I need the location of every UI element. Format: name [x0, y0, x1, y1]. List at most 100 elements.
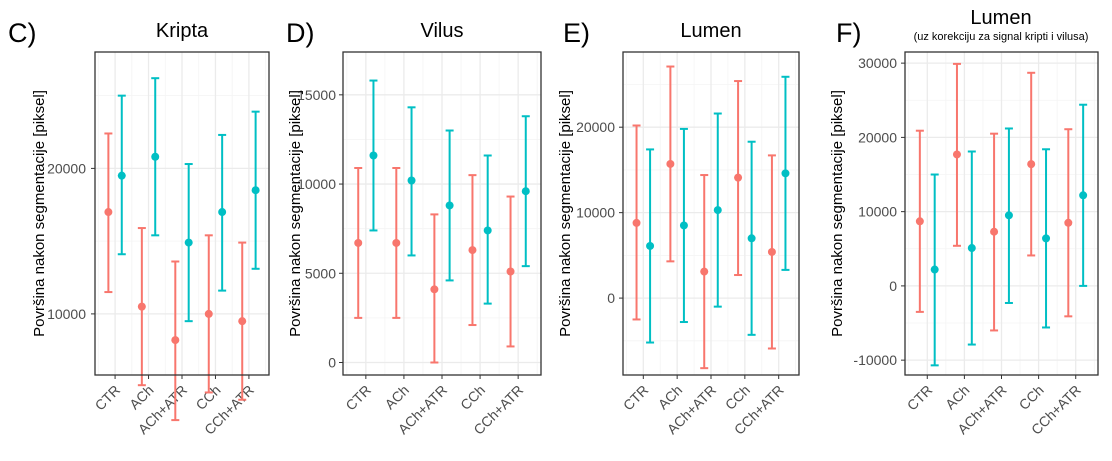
mean-point	[767, 247, 776, 256]
errorbar-series-1-CTR	[354, 166, 363, 319]
mean-point	[104, 208, 113, 217]
mean-point	[1079, 191, 1088, 200]
panel-letter: F)	[836, 18, 861, 48]
y-tick-label: 20000	[858, 129, 897, 145]
mean-point	[218, 208, 227, 217]
x-tick-label: CTR	[904, 382, 936, 414]
y-tick-label: 0	[607, 290, 615, 306]
y-tick-label: 15000	[297, 87, 336, 103]
x-tick-label: CTR	[342, 382, 374, 414]
mean-point	[747, 234, 756, 243]
errorbar-series-1-ACh	[392, 166, 401, 319]
y-tick-label: 10000	[47, 306, 86, 322]
mean-point	[646, 241, 655, 250]
mean-point	[700, 267, 709, 276]
y-tick-label: 0	[328, 355, 336, 371]
y-tick-label: 10000	[858, 204, 897, 220]
errorbar-series-1-CCh	[468, 174, 477, 327]
errorbar-series-1-CCh+ATR	[506, 195, 515, 348]
mean-point	[1042, 234, 1051, 243]
mean-point	[967, 244, 976, 253]
errorbar-series-2-ACh	[967, 150, 976, 346]
plot-border	[342, 51, 542, 376]
mean-point	[1064, 218, 1073, 227]
errorbar-series-2-CCh	[1042, 148, 1051, 329]
panel-letter: E)	[563, 18, 590, 48]
errorbar-series-2-ACh+ATR	[1004, 127, 1013, 304]
mean-point	[204, 309, 213, 318]
y-tick-label: -10000	[853, 352, 897, 368]
mean-point	[238, 317, 247, 326]
errorbar-series-1-CCh+ATR	[1064, 128, 1073, 318]
mean-point	[1027, 160, 1036, 169]
mean-point	[369, 151, 378, 160]
errorbar-series-2-CCh	[747, 140, 756, 336]
panel-letter: D)	[286, 18, 315, 48]
panel-title: Kripta	[156, 20, 209, 42]
errorbar-series-2-CTR	[646, 148, 655, 344]
errorbar-series-1-ACh+ATR	[171, 260, 180, 422]
mean-point	[521, 187, 530, 196]
errorbar-series-1-ACh+ATR	[990, 132, 999, 332]
errorbar-series-1-CTR	[915, 129, 924, 313]
y-tick-label: 30000	[858, 55, 897, 71]
mean-point	[713, 206, 722, 215]
mean-point	[430, 285, 439, 294]
mean-point	[915, 217, 924, 226]
mean-point	[506, 267, 515, 276]
mean-point	[137, 302, 146, 311]
errorbar-series-2-ACh+ATR	[713, 112, 722, 308]
plot-border	[94, 51, 270, 376]
errorbar-series-1-ACh	[666, 65, 675, 263]
errorbar-series-1-CCh	[734, 80, 743, 277]
x-tick-label: CTR	[620, 382, 652, 414]
errorbar-series-2-CCh+ATR	[781, 75, 790, 271]
mean-point	[930, 265, 939, 274]
errorbar-series-1-CCh+ATR	[238, 241, 247, 401]
errorbar-series-1-ACh+ATR	[430, 213, 439, 364]
mean-point	[952, 150, 961, 159]
mean-point	[483, 226, 492, 235]
errorbar-series-1-ACh	[952, 62, 961, 247]
y-tick-label: 0	[889, 278, 897, 294]
y-axis-label: Površina nakon segmentacije [piksel]	[557, 90, 574, 337]
mean-point	[734, 173, 743, 182]
y-tick-label: 20000	[47, 160, 86, 176]
errorbar-series-2-CTR	[930, 173, 939, 367]
x-tick-label: CTR	[92, 382, 124, 414]
x-tick-label: ACh	[381, 382, 412, 413]
y-axis-label: Površina nakon segmentacije [piksel]	[31, 90, 48, 337]
mean-point	[781, 169, 790, 178]
mean-point	[251, 186, 260, 195]
errorbar-series-1-CCh	[1027, 71, 1036, 257]
errorbar-series-2-CTR	[369, 79, 378, 232]
errorbar-series-1-CCh	[204, 234, 213, 394]
errorbar-series-1-ACh	[137, 227, 146, 387]
errorbar-series-2-CCh	[483, 154, 492, 305]
errorbar-series-2-CTR	[117, 94, 126, 256]
panel-title: Lumen	[680, 20, 741, 42]
y-tick-label: 10000	[576, 205, 615, 221]
errorbar-series-2-ACh	[679, 127, 688, 324]
mean-point	[184, 238, 193, 247]
panel-subtitle: (uz korekciju za signal kripti i vilusa)	[914, 31, 1089, 43]
y-axis-label: Površina nakon segmentacije [piksel]	[287, 90, 304, 337]
errorbar-series-1-ACh+ATR	[700, 174, 709, 370]
mean-point	[171, 336, 180, 345]
mean-point	[679, 221, 688, 230]
x-tick-label: ACh	[942, 382, 973, 413]
errorbar-series-2-CCh+ATR	[1079, 103, 1088, 287]
mean-point	[392, 238, 401, 247]
plot-border	[904, 51, 1099, 376]
mean-point	[445, 201, 454, 210]
x-tick-label: CCh	[1016, 382, 1047, 413]
errorbar-series-2-CCh+ATR	[521, 115, 530, 268]
x-tick-label: CCh	[457, 382, 488, 413]
mean-point	[632, 218, 641, 227]
mean-point	[990, 227, 999, 236]
mean-point	[407, 176, 416, 185]
